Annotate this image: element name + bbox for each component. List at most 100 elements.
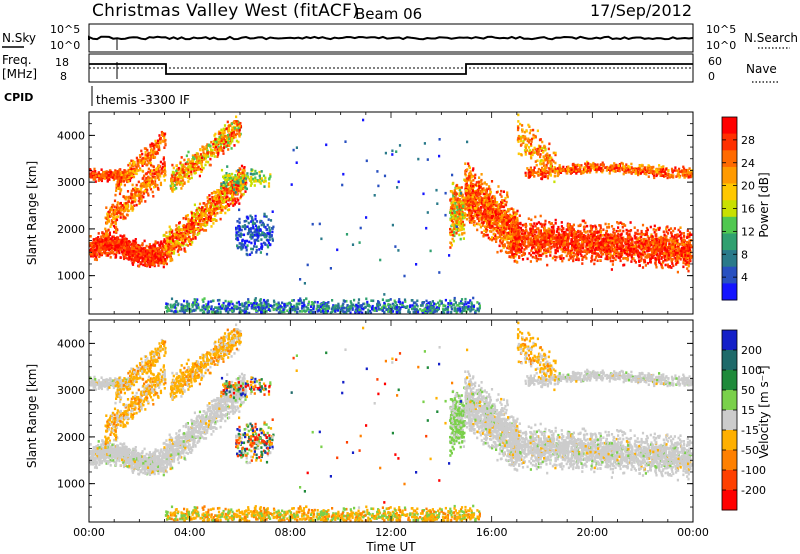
power-cell [481,198,484,201]
power-cell [204,147,207,151]
power-cell [170,179,173,182]
power-cell [136,187,139,191]
power-cell [464,189,468,192]
power-cell [167,250,171,254]
power-cell [132,175,136,179]
power-cell [141,158,144,161]
power-cell [469,206,472,209]
power-cell [479,208,482,212]
power-cell [467,162,470,165]
power-cell [230,132,233,135]
power-cell [191,154,194,157]
power-cell [126,175,129,178]
power-cell [166,235,169,239]
power-cell [135,156,138,160]
power-cell [190,224,193,228]
power-cell [499,232,502,236]
power-cell [108,233,111,237]
power-cell [227,176,231,180]
power-cell [457,220,461,224]
power-cell [141,251,144,254]
power-cell [98,250,102,253]
power-cell [104,248,107,252]
power-cell [471,189,474,192]
power-cell [182,244,185,247]
power-cell [172,248,175,251]
power-cell [196,233,199,236]
power-cell [213,134,216,137]
power-cell [451,203,454,207]
power-cell [93,167,96,171]
nave-tick-low: 0 [708,70,715,83]
power-cell [144,153,147,156]
power-cell [154,240,157,243]
power-cell [103,235,106,238]
power-cell [182,232,185,235]
freq-tick-high: 18 [55,56,69,69]
power-cell [128,257,131,260]
power-cell [270,234,273,238]
power-cell [191,221,194,225]
power-cell [130,194,133,198]
power-cell [482,201,485,204]
power-cell [253,242,256,245]
power-cell [468,208,471,212]
power-cell [461,232,464,235]
power-cell [207,218,210,222]
power-cell [91,245,94,249]
power-cell [115,239,119,242]
power-cell [185,214,188,218]
power-cell [125,248,128,252]
power-cell [235,120,238,123]
power-cell [150,177,153,181]
power-cell [94,170,97,173]
power-cell [244,246,247,249]
freq-label-2: [MHz] [2,67,37,81]
power-cell [456,205,459,209]
power-cell [244,185,247,189]
power-cell [95,248,98,251]
power-cell [132,247,136,250]
power-cell [115,253,118,257]
power-cell [483,215,486,218]
power-cell [184,175,187,178]
power-cell [138,190,141,194]
power-cell [198,232,201,235]
power-cell [202,214,205,217]
power-cell [129,253,132,256]
power-cell [206,223,209,226]
power-cell [499,205,502,209]
power-cell [113,220,116,224]
power-cell [212,143,215,146]
power-cell [228,144,231,147]
power-cell [192,219,196,222]
power-cell [226,165,229,168]
power-cell [219,192,222,196]
power-cell [101,174,104,178]
power-cell [237,169,240,172]
power-cell [186,176,189,180]
power-cell [151,172,154,175]
power-cell [144,257,147,261]
power-cell [171,182,174,186]
power-cell [181,241,184,245]
power-cell [156,252,160,255]
power-cell [120,183,123,186]
power-cell [256,233,259,236]
power-cell [135,254,138,258]
power-cell [158,250,161,253]
power-cell [474,210,477,214]
power-cell [94,242,97,245]
power-cell [238,184,241,187]
power-cell [501,244,504,248]
power-cell [222,200,225,204]
power-cell [184,236,187,240]
power-cell [464,208,467,211]
power-cell [179,171,182,174]
power-cell [146,183,150,186]
power-cell [134,193,137,196]
power-cell [177,181,180,185]
power-cell [132,260,136,264]
power-cell [200,162,203,166]
power-cell [184,172,187,176]
